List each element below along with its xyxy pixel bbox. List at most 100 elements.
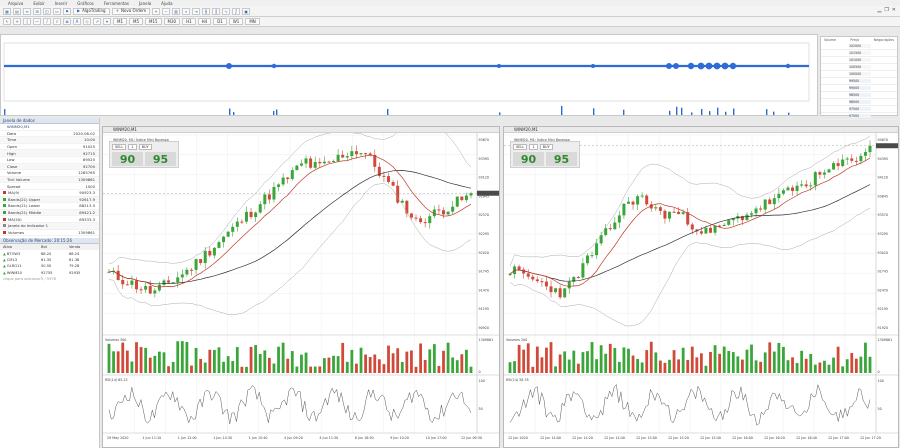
buy-button-left[interactable]: BUY <box>138 144 152 150</box>
close-icon[interactable]: ✕ <box>891 7 896 13</box>
more-tools-icon[interactable]: ▾ <box>103 18 111 25</box>
order-book-row[interactable]: 97500 <box>821 106 897 113</box>
trendline-icon[interactable]: / <box>43 18 51 25</box>
order-book-row[interactable]: 98000 <box>821 99 897 106</box>
new-chart-icon[interactable]: ▦ <box>3 7 11 15</box>
order-book-row[interactable]: 101000 <box>821 57 897 64</box>
sell-price-left[interactable]: 90 <box>112 152 143 166</box>
period-button[interactable]: MN <box>245 18 260 25</box>
order-book-row[interactable]: 99000 <box>821 85 897 92</box>
indicator-value: 92617.9 <box>79 196 95 202</box>
moving-average-fast <box>509 157 871 287</box>
buy-button-right[interactable]: BUY <box>539 144 553 150</box>
menu-item[interactable]: Ajuda <box>161 0 173 6</box>
quote-row[interactable]: ▲ WINM20 92755 92935 <box>0 270 99 276</box>
volume-bar <box>373 354 377 373</box>
order-book-row[interactable]: 97000 <box>821 113 897 120</box>
period-button[interactable]: M5 <box>129 18 143 25</box>
candle-body <box>167 280 171 283</box>
lot-input-right[interactable]: 1 <box>529 144 538 150</box>
menu-item[interactable]: Janela <box>138 0 152 6</box>
period-button[interactable]: H4 <box>197 18 212 25</box>
cursor-icon[interactable]: ↖ <box>3 18 11 25</box>
order-book-row[interactable]: 99500 <box>821 78 897 85</box>
algotrading-button[interactable]: ▶ AlgoTrading <box>73 7 110 15</box>
data-window-icon[interactable]: ⊞ <box>33 7 41 15</box>
navigator-icon[interactable]: ◫ <box>43 7 51 15</box>
chart-shift-icon[interactable]: ⇥ <box>192 7 201 15</box>
indicator-swatch <box>3 211 6 215</box>
candle-chart-icon[interactable]: ┃ <box>212 7 221 15</box>
volume-bar <box>304 352 308 373</box>
market-watch-icon[interactable]: ≡ <box>23 7 31 15</box>
shapes-icon[interactable]: ◇ <box>83 18 91 25</box>
period-button[interactable]: M30 <box>163 18 181 25</box>
order-book-row[interactable]: 101500 <box>821 50 897 57</box>
tile-windows-icon[interactable]: ▥ <box>172 7 181 15</box>
candle-body <box>640 195 644 197</box>
templates-icon[interactable]: ▣ <box>242 7 251 15</box>
new-order-button[interactable]: + Nova Ordem <box>111 7 151 15</box>
lot-input-left[interactable]: 1 <box>128 144 137 150</box>
menu-item[interactable]: Inserir <box>54 0 68 6</box>
volume-bar <box>704 365 708 373</box>
text-icon[interactable]: A <box>73 18 81 25</box>
data-window-row-label: Data <box>7 130 17 136</box>
sell-price-right[interactable]: 90 <box>513 152 544 166</box>
indicators-icon[interactable]: ƒ <box>232 7 241 15</box>
channel-icon[interactable]: ⫽ <box>53 18 61 25</box>
menu-item[interactable]: Ferramentas <box>103 0 129 6</box>
buy-price-right[interactable]: 95 <box>546 152 577 166</box>
quotes-add-row[interactable]: clique para adicionar 5 / 5978 <box>0 276 99 282</box>
candle-body <box>162 280 166 285</box>
sell-button-right[interactable]: SELL <box>513 144 528 150</box>
quote-row[interactable]: ▲ GLRO11 50.50 79.28 <box>0 263 99 269</box>
horizontal-line-icon[interactable]: — <box>33 18 41 25</box>
crosshair-icon[interactable]: + <box>13 18 21 25</box>
arrow-icon[interactable]: ↗ <box>93 18 101 25</box>
quote-row[interactable]: ▲ CIEL3 61.35 61.38 <box>0 257 99 263</box>
order-book-row[interactable]: 100500 <box>821 64 897 71</box>
order-book-row[interactable]: 98500 <box>821 92 897 99</box>
sell-button-left[interactable]: SELL <box>112 144 127 150</box>
minimize-icon[interactable]: ▁ <box>877 7 882 13</box>
zoom-in-icon[interactable]: + <box>152 7 161 15</box>
volume-bar <box>254 344 258 373</box>
chart-window-left[interactable]: WINM20,M1 Volumes 300 RSI(14) 65.25 WINM20… <box>102 126 500 448</box>
period-button[interactable]: M15 <box>145 18 162 25</box>
bar-chart-icon[interactable]: ╫ <box>202 7 211 15</box>
menu-item[interactable]: Arquivo <box>8 0 24 6</box>
period-button[interactable]: W1 <box>228 18 244 25</box>
chart-right-canvas[interactable]: Volumes 200 RSI(14) 58.78 WINM20, M1: Índi… <box>504 133 898 447</box>
menu-item[interactable]: Gráficos <box>77 0 94 6</box>
volume-bar <box>649 341 653 373</box>
period-button[interactable]: D1 <box>213 18 227 25</box>
tape-volume-bar <box>273 111 275 115</box>
line-chart-icon[interactable]: ∿ <box>222 7 231 15</box>
book-price-cell: 100000 <box>849 72 871 76</box>
one-click-trading-left[interactable]: SELL 1 BUY 90 95 <box>109 141 179 168</box>
zoom-out-icon[interactable]: − <box>162 7 171 15</box>
auto-scroll-icon[interactable]: » <box>182 7 191 15</box>
quote-row[interactable]: ▲ BTOW3 68.20 68.24 <box>0 250 99 256</box>
buy-price-left[interactable]: 95 <box>145 152 176 166</box>
order-book-row[interactable]: 102000 <box>821 43 897 50</box>
chart-left-canvas[interactable]: Volumes 300 RSI(14) 65.25 WINM20, M1: Índi… <box>103 133 499 447</box>
period-button[interactable]: M1 <box>113 18 127 25</box>
chart-window-right[interactable]: WINM20,M1 Volumes 200 RSI(14) 58.78 WINM20… <box>503 126 899 448</box>
terminal-icon[interactable]: ▭ <box>53 7 61 15</box>
period-button[interactable]: H1 <box>182 18 196 25</box>
data-window-row-label: Time <box>7 137 17 143</box>
restore-icon[interactable]: ❐ <box>884 7 889 13</box>
vertical-line-icon[interactable]: | <box>23 18 31 25</box>
algotrading-icon: ▶ <box>77 8 81 13</box>
fibonacci-icon[interactable]: ≣ <box>63 18 71 25</box>
volume-bar <box>410 350 413 373</box>
volume-bar <box>442 350 445 373</box>
one-click-trading-right[interactable]: SELL 1 BUY 90 95 <box>510 141 580 168</box>
candle-body <box>809 185 813 187</box>
strategy-tester-icon[interactable]: ⚑ <box>63 7 71 15</box>
menu-item[interactable]: Exibir <box>33 0 45 6</box>
order-book-row[interactable]: 100000 <box>821 71 897 78</box>
profiles-icon[interactable]: ▤ <box>13 7 21 15</box>
